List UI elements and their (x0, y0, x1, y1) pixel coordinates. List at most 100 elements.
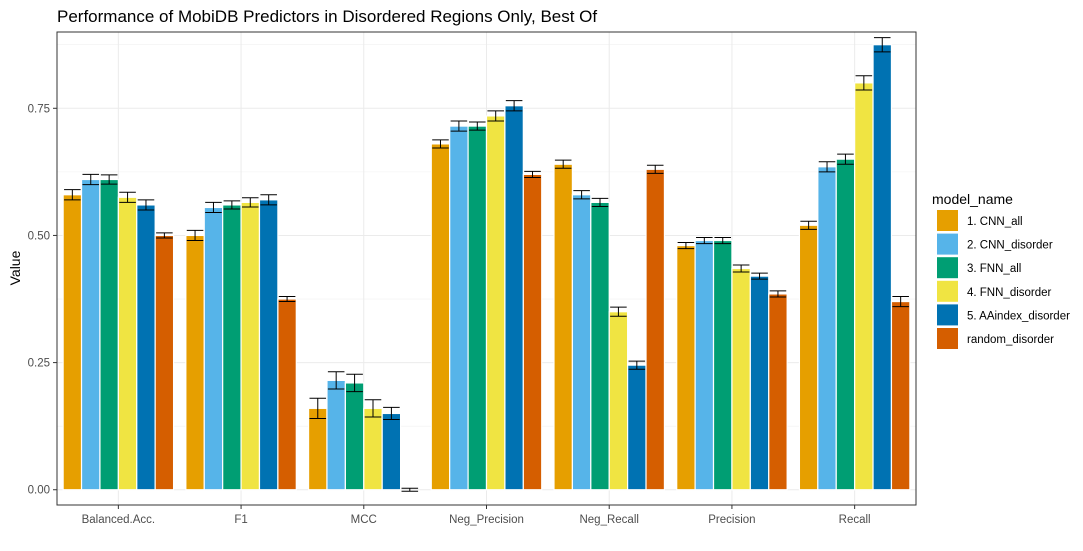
legend-title: model_name (932, 191, 1013, 207)
error-bar (156, 232, 173, 239)
error-bar (591, 197, 609, 207)
bar-f1-5 (258, 199, 279, 491)
error-bar (401, 487, 419, 492)
error-bar (119, 191, 136, 203)
bar-balanced-acc--3 (99, 178, 119, 491)
x-tick-label: F1 (234, 514, 247, 526)
bar-mcc-5 (381, 412, 402, 491)
x-tick-label: Precision (708, 514, 755, 526)
legend-label: 2. CNN_disorder (967, 240, 1053, 252)
bar-neg-precision-3 (467, 125, 488, 491)
bars-group (62, 44, 911, 491)
bar-f1-1 (185, 234, 205, 491)
error-bar (677, 242, 695, 250)
error-bar (327, 371, 345, 390)
bar-recall-5 (872, 44, 893, 491)
y-axis: 0.00 0.25 0.50 0.75 (28, 103, 57, 497)
bar-neg-recall-6 (645, 168, 666, 491)
bar-precision-3 (712, 239, 733, 491)
y-tick-label: 0.00 (28, 485, 50, 497)
error-bar (732, 264, 750, 273)
error-bar (505, 100, 523, 112)
error-bar (223, 200, 241, 210)
bar-neg-precision-5 (504, 105, 524, 491)
bar-neg-precision-4 (485, 115, 506, 491)
bar-f1-6 (277, 298, 297, 491)
legend-swatch (937, 304, 958, 326)
error-bar (469, 121, 486, 131)
bar-balanced-acc--6 (154, 234, 175, 491)
error-bar (696, 236, 713, 245)
bar-recall-4 (854, 82, 874, 491)
bar-balanced-acc--5 (136, 204, 156, 491)
legend-swatch (937, 210, 958, 231)
error-bar (205, 201, 222, 214)
bar-neg-recall-2 (571, 194, 592, 491)
error-bar (892, 295, 909, 308)
error-bar (137, 199, 155, 211)
error-bar (100, 174, 118, 185)
bar-mcc-4 (363, 407, 383, 491)
x-tick-label: Neg_Recall (579, 514, 638, 526)
error-bar (346, 373, 363, 393)
error-bar (487, 110, 504, 122)
legend-swatch (937, 257, 958, 279)
error-bar (64, 189, 81, 201)
error-bar (646, 164, 664, 174)
bar-balanced-acc--1 (62, 194, 83, 491)
bar-precision-5 (749, 275, 770, 491)
legend-label: random_disorder (967, 334, 1054, 346)
legend: 1. CNN_all 2. CNN_disorder 3. FNN_all 4. FN… (937, 210, 1070, 349)
error-bar (769, 290, 787, 298)
error-bar (610, 306, 627, 317)
bar-precision-6 (768, 293, 788, 491)
bar-f1-3 (222, 204, 242, 491)
bar-precision-1 (676, 245, 696, 491)
error-bars-group (64, 37, 909, 492)
legend-label: 1. CNN_all (967, 216, 1023, 228)
error-bar (573, 190, 590, 200)
error-bar (800, 220, 817, 230)
bar-neg-precision-2 (449, 125, 469, 491)
bar-precision-2 (694, 239, 715, 491)
legend-swatch (937, 328, 958, 349)
error-bar (260, 194, 277, 206)
error-bar (241, 197, 259, 208)
error-bar (855, 75, 873, 91)
error-bar (82, 173, 100, 186)
bar-neg-recall-5 (627, 364, 647, 491)
error-bar (383, 406, 400, 421)
y-tick-label: 0.75 (28, 103, 50, 115)
bar-neg-recall-4 (608, 311, 629, 491)
bar-neg-recall-1 (553, 163, 574, 491)
error-bar (364, 399, 382, 418)
bar-precision-4 (731, 267, 751, 491)
error-bar (450, 120, 468, 132)
error-bar (873, 37, 891, 53)
bar-neg-precision-1 (430, 143, 451, 491)
bar-mcc-2 (326, 379, 346, 491)
error-bar (278, 295, 296, 303)
bar-recall-2 (817, 166, 837, 491)
bar-neg-recall-3 (590, 201, 610, 491)
error-bar (751, 272, 768, 280)
bar-recall-1 (798, 224, 819, 491)
bar-mcc-1 (307, 407, 328, 491)
bar-recall-6 (890, 300, 911, 491)
error-bar (554, 159, 572, 169)
x-tick-label: Recall (839, 514, 871, 526)
y-tick-label: 0.25 (28, 358, 50, 370)
error-bar (628, 360, 646, 370)
legend-swatch (937, 233, 958, 255)
error-bar (186, 229, 204, 242)
error-bar (818, 161, 836, 173)
error-bar (309, 397, 327, 420)
chart-title: Performance of MobiDB Predictors in Diso… (57, 7, 597, 26)
x-tick-label: Neg_Precision (449, 514, 524, 526)
bar-balanced-acc--2 (80, 178, 101, 491)
y-axis-title: Value (7, 250, 23, 285)
legend-swatch (937, 280, 958, 302)
x-axis: Balanced.Acc. F1 MCC Neg_Precision Neg_Recal… (82, 505, 871, 526)
legend-label: 3. FNN_all (967, 263, 1021, 275)
